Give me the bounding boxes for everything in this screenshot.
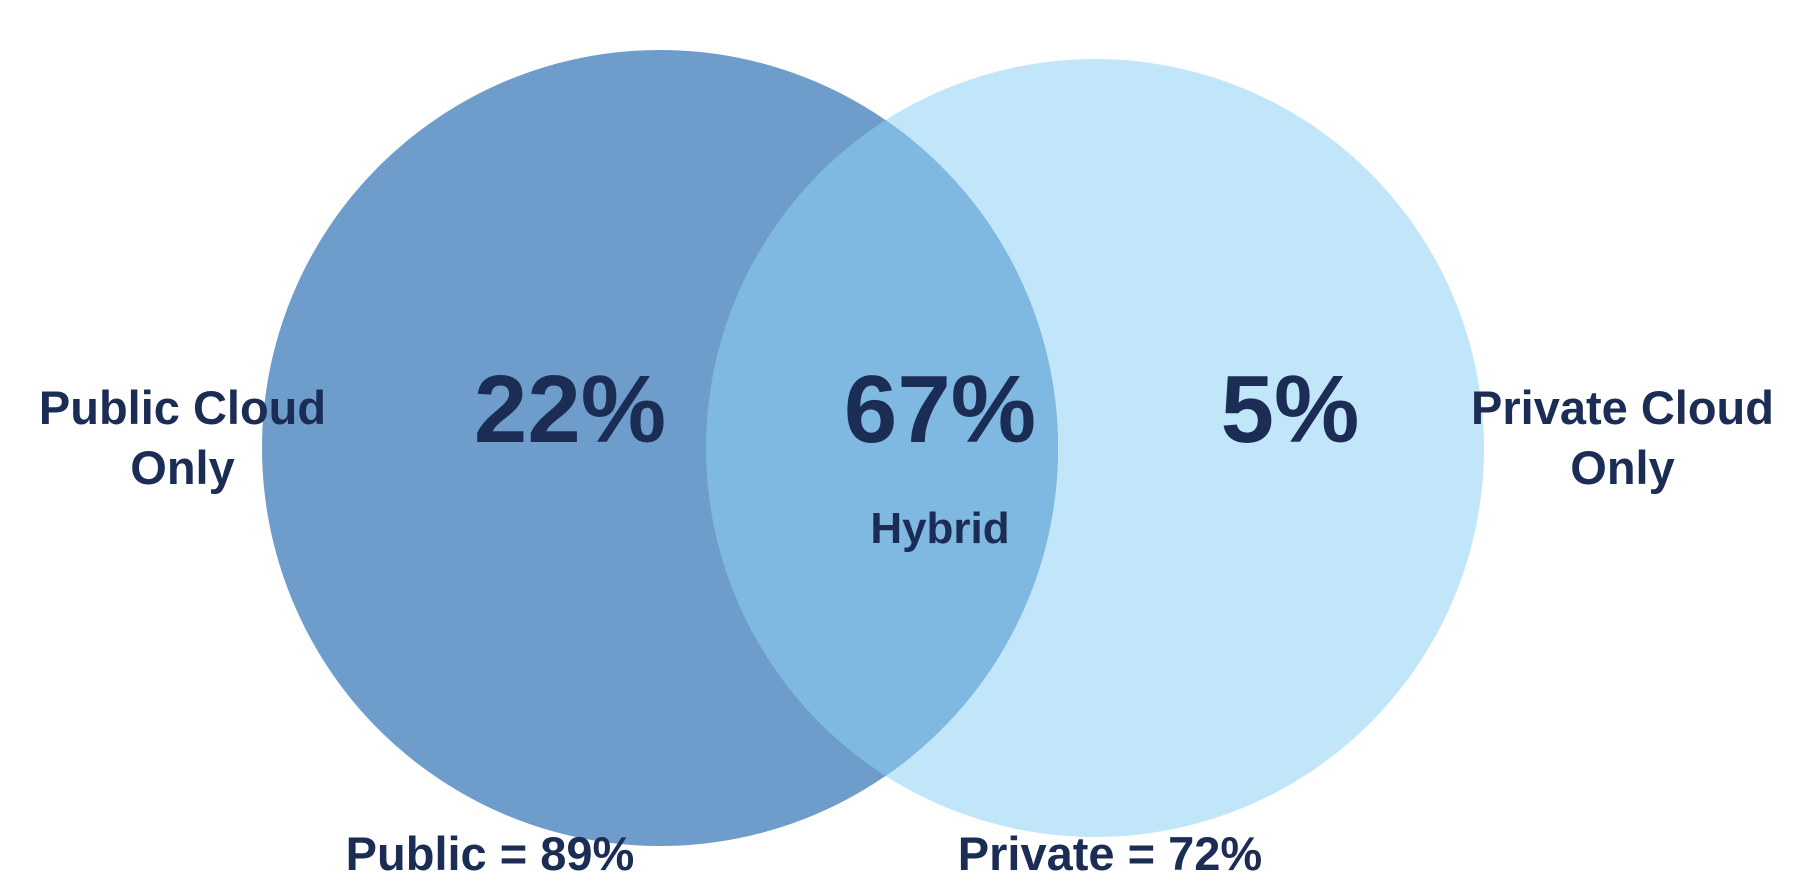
public-cloud-only-label: Public Cloud Only <box>0 378 365 498</box>
public-total-label: Public = 89% <box>345 827 635 880</box>
private-cloud-only-label-line1: Private Cloud <box>1471 381 1774 434</box>
public-cloud-only-label-line1: Public Cloud <box>38 381 327 434</box>
hybrid-label: Hybrid <box>870 504 1010 553</box>
public-cloud-only-label-line2: Only <box>130 441 235 494</box>
hybrid-percent: 67% <box>843 356 1037 463</box>
private-only-percent: 5% <box>1220 356 1360 463</box>
public-only-percent: 22% <box>473 356 667 463</box>
private-total-label: Private = 72% <box>957 827 1263 880</box>
private-cloud-only-label: Private Cloud Only <box>1446 378 1799 498</box>
hybrid-overlap-region <box>706 59 1058 837</box>
private-cloud-only-label-line2: Only <box>1570 441 1675 494</box>
